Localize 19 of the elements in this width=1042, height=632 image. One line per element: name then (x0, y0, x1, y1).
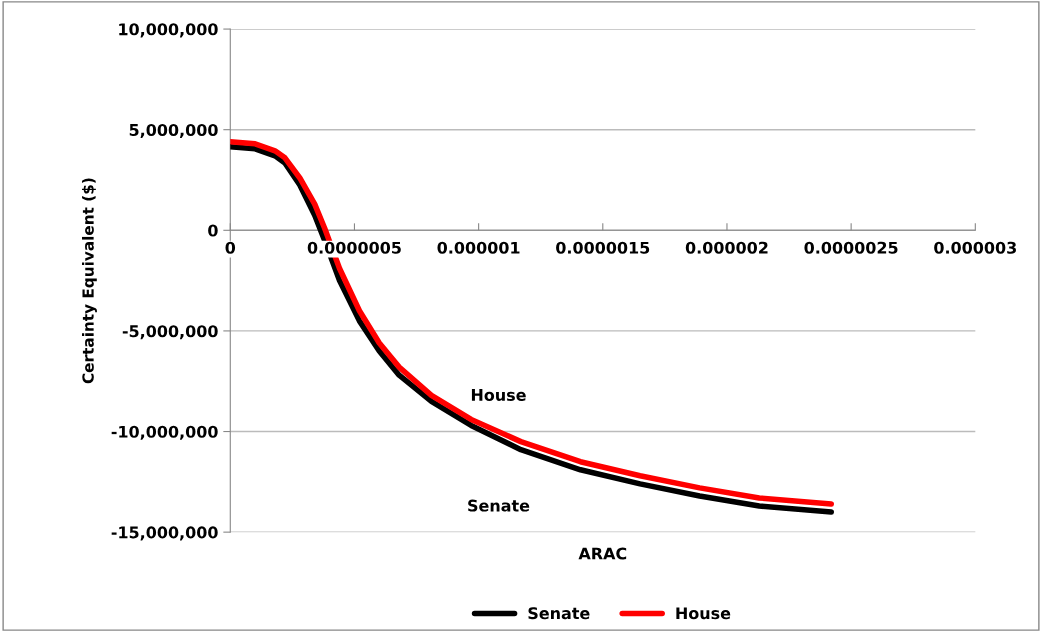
y-tick-label: 0 (208, 224, 218, 237)
x-tick-label: 0.0000015 (556, 241, 650, 254)
x-tick-label: 0.000001 (437, 241, 520, 254)
x-tick-label: 0.0000025 (804, 241, 898, 254)
y-tick-label: -10,000,000 (111, 425, 218, 440)
y-tick-label: -5,000,000 (122, 325, 218, 340)
legend-label: Senate (528, 607, 590, 620)
x-tick-label: 0 (225, 241, 236, 254)
legend-label: House (676, 607, 731, 620)
y-tick-label: -15,000,000 (111, 526, 218, 541)
x-tick-label: 0.000003 (934, 241, 1016, 254)
annotation: House (471, 389, 526, 401)
annotation: Senate (468, 499, 530, 512)
x-tick-label: 0.000002 (685, 241, 768, 254)
x-axis-title: ARAC (578, 547, 627, 560)
x-tick-label: 0.0000005 (307, 241, 401, 254)
y-tick-label: 10,000,000 (119, 23, 218, 38)
y-tick-label: 5,000,000 (129, 123, 218, 139)
y-axis-title: Certainty Equivalent ($) (82, 178, 97, 384)
